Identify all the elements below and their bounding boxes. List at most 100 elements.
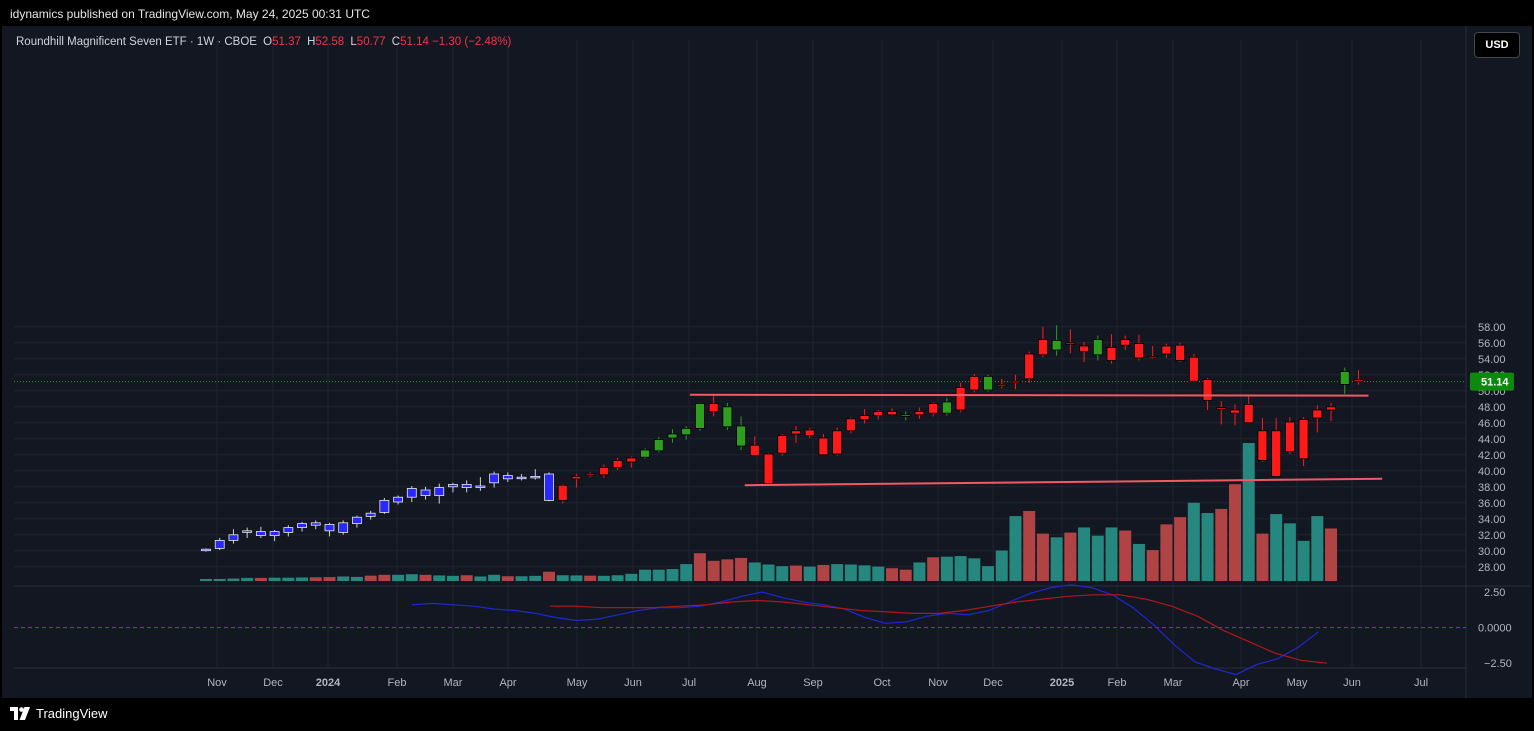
- tradingview-logo[interactable]: TradingView: [10, 706, 108, 721]
- volume-bar: [570, 575, 583, 581]
- candle: [1092, 339, 1103, 356]
- time-axis-label: Apr: [1232, 677, 1249, 689]
- volume-bar: [584, 575, 597, 581]
- time-axis-label: Oct: [873, 677, 890, 689]
- volume-bar: [1297, 540, 1310, 581]
- candle: [1134, 343, 1144, 359]
- oscillator-axis-label: 2.50: [1484, 587, 1505, 599]
- time-axis-label: Jun: [624, 677, 642, 689]
- volume-bar: [982, 566, 995, 581]
- symbol-legend: Roundhill Magnificent Seven ETF · 1W · C…: [16, 36, 511, 48]
- volume-bar: [254, 577, 267, 581]
- publish-info: idynamics published on TradingView.com, …: [10, 7, 370, 21]
- volume-bar: [460, 575, 473, 581]
- candle: [1051, 339, 1062, 351]
- candle: [1298, 419, 1309, 460]
- volume-bar: [337, 576, 350, 581]
- candle: [242, 530, 253, 533]
- candle: [338, 522, 349, 533]
- candle: [612, 459, 623, 468]
- candle: [516, 476, 527, 480]
- volume-bar: [515, 576, 528, 581]
- candle: [969, 375, 980, 391]
- candle: [310, 522, 321, 526]
- volume-bar: [268, 577, 281, 581]
- candle: [1161, 345, 1172, 355]
- volume-bar: [872, 566, 885, 581]
- volume-bar: [1270, 514, 1283, 581]
- trendline: [689, 393, 1369, 397]
- volume-bar: [392, 574, 405, 581]
- low-label: L: [350, 36, 357, 48]
- open-value: 51.37: [272, 36, 301, 48]
- volume-bar: [735, 557, 748, 581]
- volume-bar: [1325, 528, 1338, 581]
- volume-bar: [1215, 508, 1228, 581]
- time-axis-label: Apr: [499, 677, 516, 689]
- candle: [406, 487, 417, 498]
- candle: [1312, 409, 1323, 419]
- price-axis-label: 46.00: [1478, 418, 1506, 430]
- volume-bar: [1105, 527, 1118, 581]
- price-axis-label: 34.00: [1478, 514, 1506, 526]
- candle: [228, 534, 239, 541]
- candle: [763, 453, 774, 485]
- volume-bar: [597, 575, 610, 581]
- volume-bar: [1064, 532, 1077, 581]
- candle: [393, 496, 403, 503]
- volume-bar: [474, 576, 487, 581]
- time-axis-label: Jul: [682, 677, 696, 689]
- volume-bar: [625, 573, 638, 581]
- volume-bar: [789, 565, 802, 581]
- volume-bar: [1078, 527, 1091, 581]
- volume-bar: [241, 577, 254, 581]
- volume-bar: [309, 577, 322, 581]
- candle: [598, 467, 609, 476]
- volume-bar: [323, 577, 336, 581]
- volume-bar: [488, 574, 501, 581]
- candle: [626, 457, 637, 463]
- currency-button[interactable]: USD: [1474, 32, 1520, 58]
- volume-bar: [995, 550, 1008, 581]
- candle: [777, 435, 788, 454]
- candle: [681, 427, 692, 436]
- volume-bar: [1146, 550, 1159, 581]
- volume-bar: [1132, 543, 1145, 581]
- candle: [365, 512, 376, 517]
- candle: [1353, 379, 1364, 383]
- volume-bar: [1050, 537, 1063, 581]
- time-axis-label: Nov: [928, 677, 948, 689]
- candle: [1188, 356, 1199, 382]
- volume-bar: [378, 574, 391, 581]
- volume-bar: [721, 559, 734, 581]
- volume-bar: [1187, 502, 1200, 581]
- footer-bar: [0, 698, 1534, 731]
- brand-name: TradingView: [36, 706, 108, 721]
- candle: [667, 433, 678, 439]
- volume-bar: [886, 568, 898, 581]
- candle: [983, 375, 993, 391]
- candle: [475, 485, 486, 488]
- volume-bar: [748, 562, 761, 581]
- time-axis-label: Feb: [388, 677, 407, 689]
- price-axis-label: 40.00: [1478, 466, 1506, 478]
- volume-bar: [543, 571, 555, 581]
- candle: [544, 473, 554, 501]
- candle: [887, 411, 897, 416]
- candle: [845, 418, 856, 432]
- time-axis-label: Nov: [207, 677, 227, 689]
- volume-bar: [556, 575, 569, 581]
- volume-bar: [762, 564, 775, 581]
- candle: [914, 411, 925, 416]
- volume-bar: [1009, 516, 1022, 581]
- volume-bar: [1091, 535, 1104, 581]
- close-label: C: [391, 36, 401, 48]
- volume-bar: [1229, 484, 1241, 581]
- candle: [420, 489, 431, 496]
- candle: [1106, 347, 1117, 361]
- time-axis-label: Jun: [1343, 677, 1361, 689]
- time-axis-label: Dec: [983, 677, 1003, 689]
- candle: [1079, 345, 1089, 352]
- candle: [804, 429, 815, 436]
